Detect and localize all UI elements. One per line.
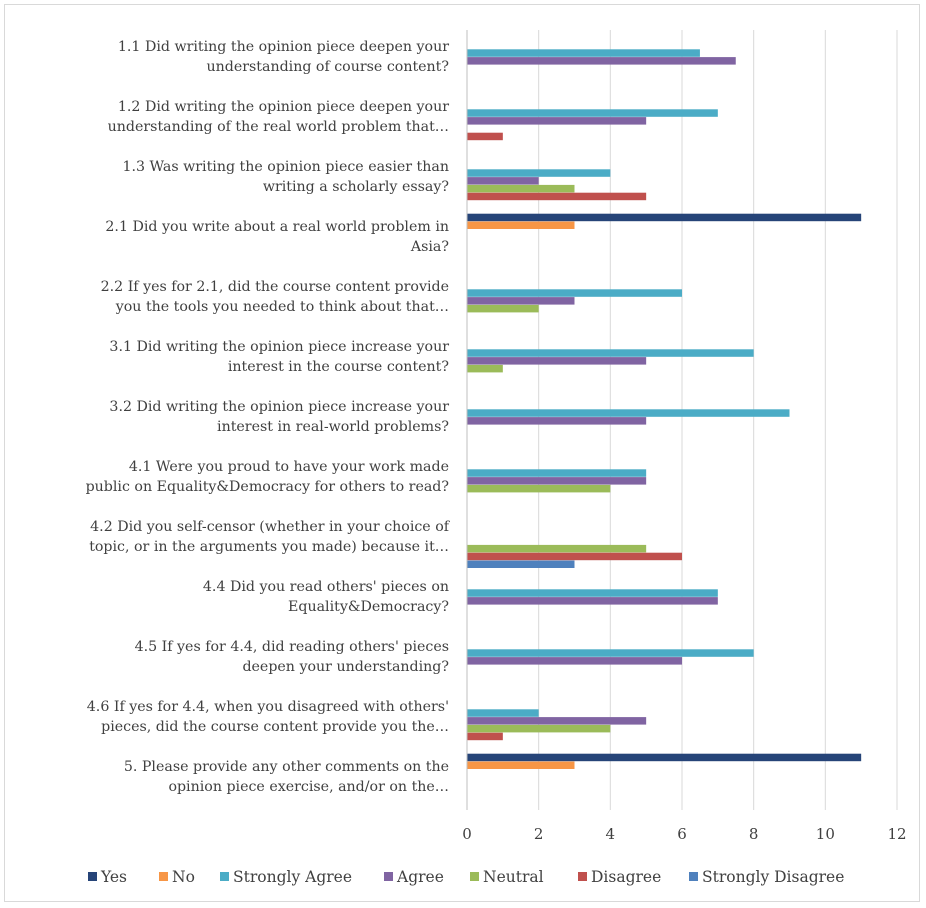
category-label-line: writing a scholarly essay? [263,179,449,195]
bar-neutral [467,724,611,733]
bar-disagree [467,732,503,741]
bar-agree [467,477,647,485]
category-label-line: understanding of the real world problem … [108,119,449,135]
category-label: 2.1 Did you write about a real world pro… [105,219,449,255]
bar-disagree [467,132,503,141]
bar-strongly-agree [467,649,754,657]
bar-strongly-agree [467,109,718,117]
category-label-line: Equality&Democracy? [288,599,449,615]
legend-swatch-yes [88,872,97,881]
bar-agree [467,57,736,65]
category-label-line: 4.4 Did you read others' pieces on [203,579,449,595]
category-label-line: 4.5 If yes for 4.4, did reading others' … [135,639,449,655]
x-tick-label: 2 [534,825,544,843]
x-tick-label: 4 [606,825,616,843]
bar-neutral [467,364,503,373]
category-label-line: you the tools you needed to think about … [115,299,449,315]
category-label: 3.2 Did writing the opinion piece increa… [109,399,449,435]
bar-no [467,221,575,229]
category-label-line: 3.2 Did writing the opinion piece increa… [109,399,449,415]
category-label: 2.2 If yes for 2.1, did the course conte… [101,279,449,315]
bar-strongly-agree [467,169,611,177]
bar-agree [467,717,647,725]
bar-strongly-agree [467,409,790,417]
bar-neutral [467,304,539,313]
legend-swatch-disagree [578,872,587,881]
category-label-line: 4.1 Were you proud to have your work mad… [129,459,449,475]
legend-label-yes: Yes [100,868,127,886]
bar-neutral [467,544,647,553]
category-label: 3.1 Did writing the opinion piece increa… [109,339,449,375]
x-tick-label: 8 [749,825,759,843]
category-label-line: Asia? [410,239,449,255]
category-label-line: pieces, did the course content provide y… [101,719,449,735]
bar-strongly-agree [467,349,754,357]
x-tick-label: 6 [677,825,687,843]
category-label: 1.1 Did writing the opinion piece deepen… [118,39,449,75]
category-label-line: 2.1 Did you write about a real world pro… [105,219,449,235]
category-label-line: 3.1 Did writing the opinion piece increa… [109,339,449,355]
bar-strongly-agree [467,709,539,717]
category-label-line: opinion piece exercise, and/or on the… [168,779,449,795]
legend-swatch-neutral [470,872,479,881]
bar-disagree [467,192,647,201]
category-label-line: interest in the course content? [228,359,449,375]
category-label-line: public on Equality&Democracy for others … [86,479,449,495]
bar-strongly-agree [467,49,700,57]
category-label: 1.2 Did writing the opinion piece deepen… [108,99,450,135]
category-label: 4.5 If yes for 4.4, did reading others' … [135,639,449,675]
x-tick-label: 12 [887,825,906,843]
category-label: 5. Please provide any other comments on … [124,759,449,795]
bar-agree [467,657,682,665]
category-label: 4.2 Did you self-censor (whether in your… [89,519,451,555]
bar-agree [467,177,539,185]
bar-agree [467,357,647,365]
legend-swatch-strongly-disagree [689,872,698,881]
category-label-line: understanding of course content? [206,59,449,75]
category-label-line: topic, or in the arguments you made) bec… [89,539,449,555]
legend-label-strongly-agree: Strongly Agree [233,868,352,886]
legend-label-disagree: Disagree [591,868,661,886]
legend-label-no: No [172,868,195,886]
bar-strongly-agree [467,289,682,297]
legend-label-neutral: Neutral [483,868,544,886]
category-label-line: 4.6 If yes for 4.4, when you disagreed w… [87,699,449,715]
x-tick-label: 0 [462,825,472,843]
legend-swatch-strongly-agree [220,872,229,881]
legend-swatch-no [159,872,168,881]
category-label-line: 2.2 If yes for 2.1, did the course conte… [101,279,449,295]
category-label-line: 1.2 Did writing the opinion piece deepen… [118,99,449,115]
bar-strongly-agree [467,589,718,597]
bar-agree [467,597,718,605]
category-label-line: 5. Please provide any other comments on … [124,759,449,775]
category-label: 4.4 Did you read others' pieces on Equali… [203,579,449,615]
bar-neutral [467,184,575,193]
bar-yes [467,213,862,222]
legend-swatch-agree [384,872,393,881]
category-label: 4.6 If yes for 4.4, when you disagreed w… [87,699,449,735]
category-label: 4.1 Were you proud to have your work mad… [86,459,449,495]
category-label-line: 1.3 Was writing the opinion piece easier… [122,159,449,175]
category-label: 1.3 Was writing the opinion piece easier… [122,159,449,195]
bar-strongly-disagree [467,560,575,568]
category-label-line: 4.2 Did you self-censor (whether in your… [90,519,451,535]
bar-strongly-agree [467,469,647,477]
bar-agree [467,417,647,425]
category-label-line: deepen your understanding? [242,659,449,675]
bar-agree [467,297,575,305]
legend-label-strongly-disagree: Strongly Disagree [702,868,844,886]
x-tick-label: 10 [816,825,835,843]
bar-yes [467,753,862,762]
bar-disagree [467,552,682,561]
legend-label-agree: Agree [396,868,444,886]
bar-agree [467,117,647,125]
bar-no [467,761,575,769]
bar-neutral [467,484,611,493]
category-label-line: 1.1 Did writing the opinion piece deepen… [118,39,449,55]
category-label-line: interest in real-world problems? [217,419,449,435]
